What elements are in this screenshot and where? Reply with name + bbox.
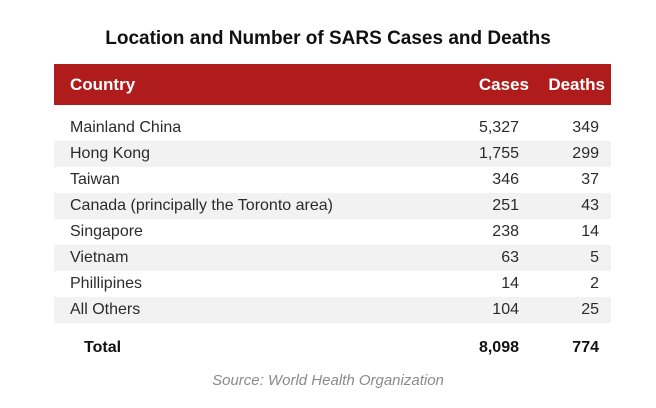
cell-country: Taiwan — [70, 171, 120, 188]
cell-deaths: 349 — [572, 119, 599, 136]
cell-cases: 1,755 — [478, 145, 519, 162]
table-row: Taiwan 346 37 — [54, 167, 611, 193]
cell-deaths: 14 — [581, 223, 599, 240]
cell-country: Phillipines — [70, 275, 143, 292]
header-country: Country — [70, 75, 136, 94]
cell-cases: 238 — [492, 223, 519, 240]
cell-country: Vietnam — [70, 249, 129, 266]
cell-deaths: 37 — [581, 171, 599, 188]
table-row: Phillipines 14 2 — [54, 271, 611, 297]
cell-cases: 63 — [501, 249, 519, 266]
table-row: Singapore 238 14 — [54, 219, 611, 245]
header-cases: Cases — [478, 75, 529, 94]
cell-cases: 251 — [492, 197, 519, 214]
cell-deaths: 25 — [581, 301, 599, 318]
cell-deaths: 43 — [581, 197, 599, 214]
table-title: Location and Number of SARS Cases and De… — [105, 28, 551, 49]
table-row: Vietnam 63 5 — [54, 245, 611, 271]
cell-cases: 104 — [492, 301, 519, 318]
cell-cases: 5,327 — [478, 119, 519, 136]
cell-deaths: 2 — [590, 275, 599, 292]
total-deaths: 774 — [572, 339, 599, 356]
cell-country: Mainland China — [70, 119, 182, 136]
sars-table: Country Cases Deaths Mainland China 5,327… — [54, 64, 611, 369]
cell-country: Singapore — [70, 223, 143, 240]
cell-deaths: 5 — [590, 249, 599, 266]
cell-cases: 14 — [501, 275, 519, 292]
total-label: Total — [84, 339, 122, 356]
table-row: All Others 104 25 — [54, 297, 611, 323]
total-row: Total 8,098 774 — [54, 329, 611, 369]
cell-cases: 346 — [492, 171, 519, 188]
table-header: Country Cases Deaths — [54, 64, 611, 105]
table-row: Mainland China 5,327 349 — [54, 115, 611, 141]
cell-country: Canada (principally the Toronto area) — [70, 197, 333, 214]
cell-country: Hong Kong — [70, 145, 151, 162]
total-cases: 8,098 — [478, 339, 519, 356]
source-note: Source: World Health Organization — [212, 372, 444, 389]
header-spacer — [54, 105, 611, 115]
cell-country: All Others — [70, 301, 141, 318]
table-body: Mainland China 5,327 349 Hong Kong 1,755 299 T… — [54, 115, 611, 323]
table-row: Hong Kong 1,755 299 — [54, 141, 611, 167]
cell-deaths: 299 — [572, 145, 599, 162]
table-row: Canada (principally the Toronto area) 251… — [54, 193, 611, 219]
header-deaths: Deaths — [548, 75, 605, 94]
